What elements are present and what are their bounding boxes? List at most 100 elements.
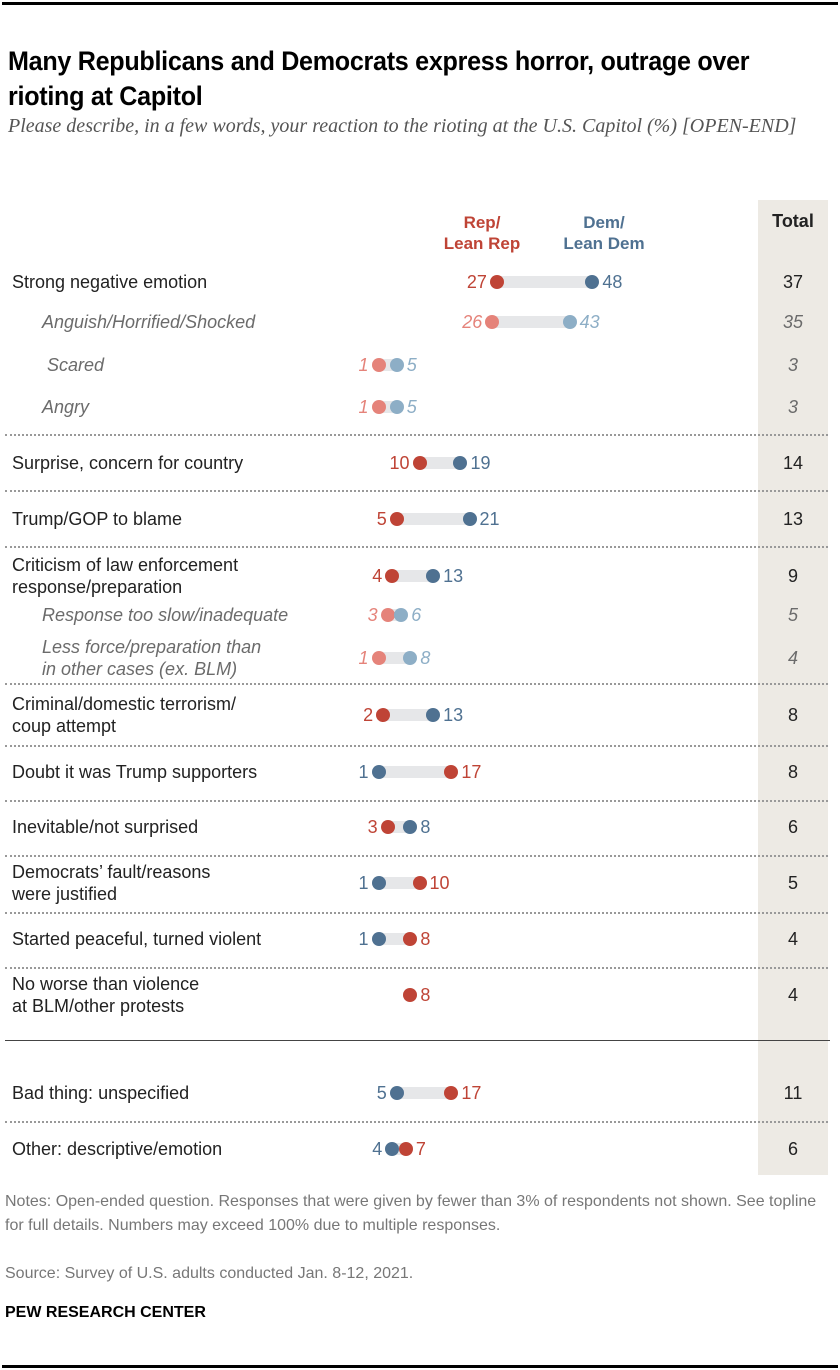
dem-dot: [562, 315, 577, 329]
rep-dot: [376, 708, 391, 722]
legend-rep: Rep/ Lean Rep: [422, 212, 542, 254]
row-separator: [5, 434, 828, 436]
row-label: Surprise, concern for country: [12, 452, 243, 474]
row-label-line: Trump/GOP to blame: [12, 509, 183, 529]
row-label-line: were justified: [12, 884, 118, 904]
legend-dem-line1: Dem/: [583, 213, 625, 232]
rep-value-label: 3: [367, 605, 378, 625]
row-label-line: Criminal/domestic terrorism/: [12, 694, 237, 714]
legend-rep-line2: Lean Rep: [443, 234, 521, 253]
rep-value-label: 5: [376, 509, 387, 529]
range-bar: [383, 709, 434, 721]
dem-value-label: 1: [358, 873, 369, 893]
total-value: 14: [782, 453, 804, 473]
rep-dot: [412, 456, 427, 470]
range-bar: [378, 877, 420, 889]
row-separator: [5, 1121, 828, 1123]
rep-value-label: 7: [415, 1139, 426, 1159]
dem-value-label: 5: [406, 355, 417, 375]
row-label-line: Doubt it was Trump supporters: [12, 762, 258, 782]
range-bar: [378, 933, 411, 945]
rep-value-label: 3: [367, 817, 378, 837]
source: Source: Survey of U.S. adults conducted …: [5, 1265, 414, 1282]
row-label: Bad thing: unspecified: [12, 1082, 189, 1104]
rep-value-label: 27: [466, 272, 487, 292]
rep-dot: [398, 1142, 413, 1156]
row-label: Started peaceful, turned violent: [12, 928, 261, 950]
dem-dot: [371, 932, 386, 946]
row-label-line: Strong negative emotion: [12, 272, 208, 292]
dem-value-label: 8: [420, 817, 431, 837]
row-label-line: Other: descriptive/emotion: [12, 1139, 223, 1159]
rep-dot: [412, 876, 427, 890]
rep-value-label: 10: [389, 453, 410, 473]
legend-dem: Dem/ Lean Dem: [544, 212, 664, 254]
row-label-line: Angry: [42, 397, 90, 417]
rep-dot: [489, 275, 504, 289]
row-label-line: Response too slow/inadequate: [42, 605, 289, 625]
dem-value-label: 1: [358, 929, 369, 949]
dem-value-label: 5: [406, 397, 417, 417]
row-label-line: Started peaceful, turned violent: [12, 929, 262, 949]
total-value: 5: [787, 873, 798, 893]
row-label-line: No worse than violence: [12, 974, 200, 994]
dem-value-label: 21: [479, 509, 500, 529]
total-value: 8: [787, 705, 798, 725]
rep-dot: [371, 358, 386, 372]
dem-value-label: 48: [602, 272, 623, 292]
total-value: 5: [787, 605, 798, 625]
rep-dot: [444, 1086, 459, 1100]
dem-dot: [371, 876, 386, 890]
row-label: Trump/GOP to blame: [12, 508, 182, 530]
total-value: 3: [787, 355, 798, 375]
rep-dot: [380, 820, 395, 834]
rep-value-label: 4: [372, 566, 383, 586]
rep-value-label: 8: [420, 929, 431, 949]
dem-dot: [389, 1086, 404, 1100]
row-label-line: Bad thing: unspecified: [12, 1083, 190, 1103]
rep-value-label: 1: [358, 355, 369, 375]
total-value: 6: [787, 1139, 798, 1159]
row-separator: [5, 745, 828, 747]
row-label-line: Less force/preparation than: [42, 637, 262, 657]
range-bar: [392, 570, 434, 582]
dem-dot: [394, 608, 409, 622]
dem-dot: [389, 358, 404, 372]
range-bar: [378, 652, 411, 664]
total-value: 9: [787, 566, 798, 586]
section-divider: [5, 1040, 830, 1041]
row-label: Criticism of law enforcement response/pre…: [12, 554, 238, 598]
total-value: 37: [782, 272, 804, 292]
dem-dot: [403, 651, 418, 665]
row-label-line: Scared: [47, 355, 105, 375]
row-separator: [5, 800, 828, 802]
rep-value-label: 8: [420, 985, 431, 1005]
brand-logo-text: PEW RESEARCH CENTER: [5, 1304, 206, 1321]
bottom-rule: [2, 1365, 838, 1368]
chart-subtitle: Please describe, in a few words, your re…: [8, 115, 797, 137]
rep-value-label: 26: [462, 312, 483, 332]
legend-rep-line1: Rep/: [463, 213, 501, 232]
row-separator: [5, 912, 828, 914]
row-label-line: coup attempt: [12, 716, 117, 736]
dem-dot: [403, 820, 418, 834]
row-label: Other: descriptive/emotion: [12, 1138, 222, 1160]
dem-dot: [385, 1142, 400, 1156]
row-label-line: Criticism of law enforcement: [12, 555, 239, 575]
row-label: Inevitable/not surprised: [12, 816, 198, 838]
row-label-line: at BLM/other protests: [12, 996, 185, 1016]
range-bar: [396, 513, 470, 525]
total-value: 13: [782, 509, 804, 529]
total-value: 6: [787, 817, 798, 837]
range-bar: [419, 457, 461, 469]
total-column-background: [758, 200, 828, 1175]
row-label: Democrats’ fault/reasons were justified: [12, 861, 210, 905]
row-label: No worse than violence at BLM/other prote…: [12, 973, 199, 1017]
rep-dot: [380, 608, 395, 622]
range-bar: [496, 276, 593, 288]
total-value: 8: [787, 762, 798, 782]
row-label: Anguish/Horrified/Shocked: [42, 311, 255, 333]
row-label-line: Surprise, concern for country: [12, 453, 244, 473]
dem-value-label: 19: [470, 453, 491, 473]
rep-value-label: 17: [461, 1083, 482, 1103]
